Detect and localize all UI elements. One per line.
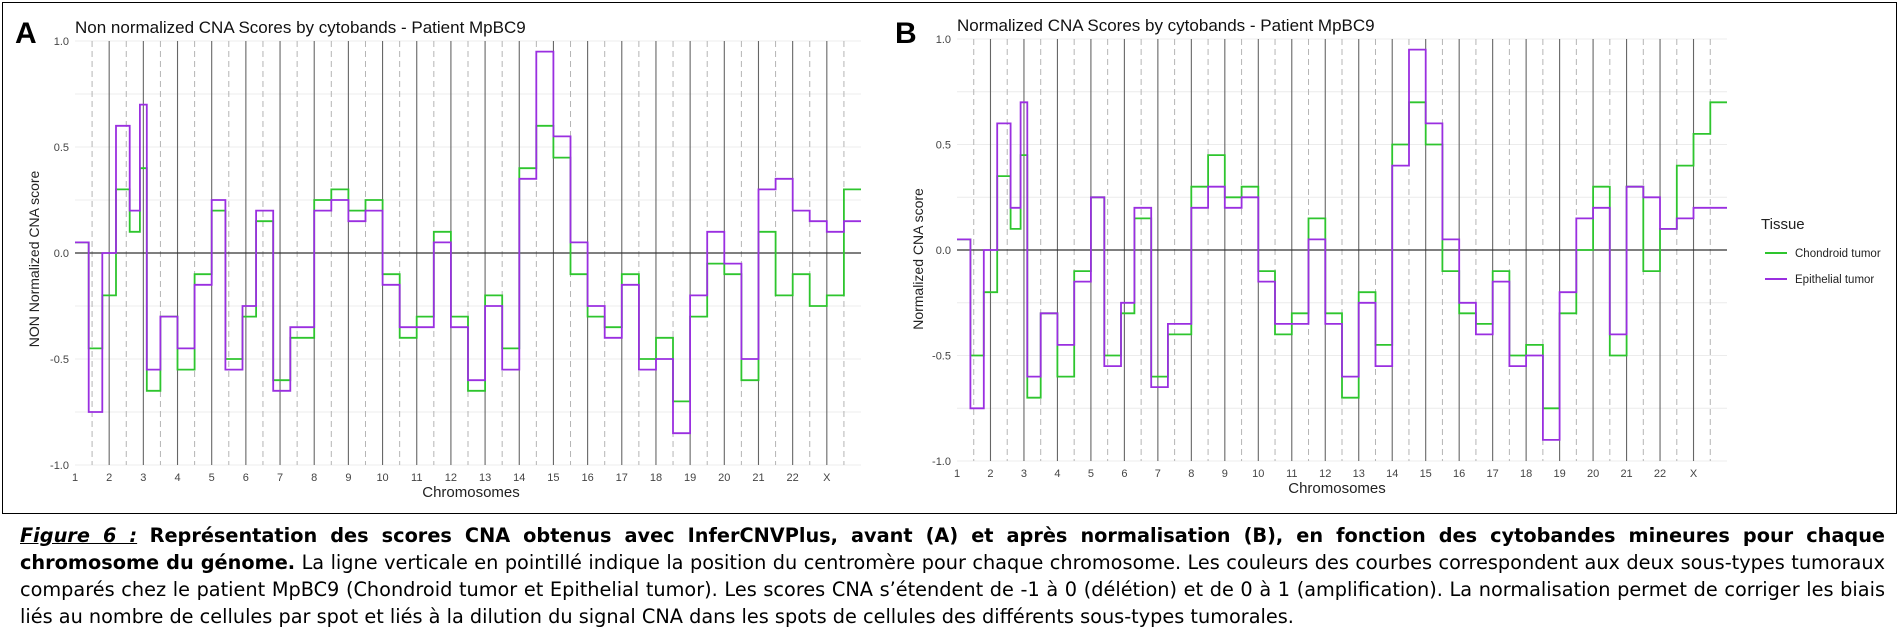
legend-label-epithelial: Epithelial tumor xyxy=(1795,274,1874,286)
x-tick-label: 17 xyxy=(616,472,628,484)
x-tick-label: 22 xyxy=(787,472,799,484)
x-tick-label: 3 xyxy=(140,472,146,484)
x-tick-label: 8 xyxy=(1188,468,1194,480)
series-line-epithelial xyxy=(957,48,1727,441)
x-tick-label: 1 xyxy=(954,468,960,480)
x-tick-label: 5 xyxy=(209,472,215,484)
y-tick-label: 1.0 xyxy=(936,34,951,46)
x-tick-label: 2 xyxy=(106,472,112,484)
x-tick-label: 13 xyxy=(479,472,491,484)
x-tick-label: 19 xyxy=(684,472,696,484)
x-tick-label: 4 xyxy=(174,472,180,484)
x-tick-label: 12 xyxy=(1319,468,1331,480)
x-tick-label: 14 xyxy=(513,472,525,484)
x-tick-label: 7 xyxy=(277,472,283,484)
panel-b-title: Normalized CNA Scores by cytobands - Pat… xyxy=(957,16,1375,35)
x-tick-label: 7 xyxy=(1155,468,1161,480)
plot-area-a: 1.00.50.0-0.5-1.01 2 3 4 5 6 7 8 9 10 11 12 13 14 15 16… xyxy=(50,36,861,484)
x-tick-label: X xyxy=(823,472,831,484)
y-tick-label: 0.0 xyxy=(936,245,951,257)
x-tick-label: 15 xyxy=(547,472,559,484)
caption-body: La ligne verticale en pointillé indique … xyxy=(20,551,1885,628)
figure-svg: A Non normalized CNA Scores by cytobands… xyxy=(15,16,1881,501)
y-tick-label: -1.0 xyxy=(932,456,951,468)
x-tick-label: 3 xyxy=(1021,468,1027,480)
x-tick-label: 18 xyxy=(650,472,662,484)
x-tick-label: 2 xyxy=(987,468,993,480)
x-tick-label: 11 xyxy=(411,472,422,484)
x-tick-label: 22 xyxy=(1654,468,1666,480)
panel-a-ylabel: NON Normalized CNA score xyxy=(26,170,42,347)
x-tick-label: 21 xyxy=(752,472,764,484)
caption-label: Figure 6 : xyxy=(20,524,138,547)
x-tick-label: 19 xyxy=(1553,468,1565,480)
panel-a-title: Non normalized CNA Scores by cytobands -… xyxy=(75,18,526,37)
panel-letter-a: A xyxy=(15,17,37,50)
x-tick-label: 18 xyxy=(1520,468,1532,480)
legend-title: Tissue xyxy=(1761,216,1805,233)
x-tick-label: 6 xyxy=(1121,468,1127,480)
x-tick-label: 4 xyxy=(1054,468,1060,480)
y-tick-label: 0.5 xyxy=(54,142,69,154)
x-tick-label: 20 xyxy=(718,472,730,484)
plot-area-b: 1.00.50.0-0.5-1.01 2 3 4 5 6 7 8 9 10 11 12 13 14 15 16… xyxy=(932,34,1727,480)
x-tick-label: 16 xyxy=(1453,468,1465,480)
caption-title: Représentation des scores CNA obtenus av… xyxy=(20,524,1885,574)
y-tick-label: 0.5 xyxy=(936,140,951,152)
x-tick-label: 10 xyxy=(376,472,388,484)
y-tick-label: -1.0 xyxy=(50,460,69,472)
x-tick-label: 6 xyxy=(243,472,249,484)
x-tick-label: 13 xyxy=(1353,468,1365,480)
legend-label-chondroid: Chondroid tumor xyxy=(1795,248,1881,260)
x-tick-label: 8 xyxy=(311,472,317,484)
x-tick-label: 5 xyxy=(1088,468,1094,480)
figure-caption: Figure 6 : Représentation des scores CNA… xyxy=(20,522,1885,630)
y-tick-label: 0.0 xyxy=(54,248,69,260)
x-tick-label: 9 xyxy=(1222,468,1228,480)
panel-letter-b: B xyxy=(895,17,917,50)
x-tick-label: 1 xyxy=(72,472,78,484)
x-tick-label: 15 xyxy=(1420,468,1432,480)
x-tick-label: 10 xyxy=(1252,468,1264,480)
x-tick-label: 16 xyxy=(581,472,593,484)
figure-frame: A Non normalized CNA Scores by cytobands… xyxy=(2,2,1897,514)
x-tick-label: 17 xyxy=(1487,468,1499,480)
x-tick-label: 21 xyxy=(1620,468,1632,480)
y-tick-label: 1.0 xyxy=(54,36,69,48)
panel-a-xlabel: Chromosomes xyxy=(422,484,520,501)
panel-b-ylabel: Normalized CNA score xyxy=(910,188,926,330)
legend: Tissue Chondroid tumor Epithelial tumor xyxy=(1761,216,1881,286)
x-tick-label: X xyxy=(1690,468,1698,480)
x-tick-label: 20 xyxy=(1587,468,1599,480)
series-line-epithelial xyxy=(75,50,861,435)
panel-b-xlabel: Chromosomes xyxy=(1288,480,1386,497)
y-tick-label: -0.5 xyxy=(50,354,69,366)
x-tick-label: 9 xyxy=(345,472,351,484)
x-tick-label: 11 xyxy=(1286,468,1297,480)
x-tick-label: 14 xyxy=(1386,468,1398,480)
y-tick-label: -0.5 xyxy=(932,351,951,363)
x-tick-label: 12 xyxy=(445,472,457,484)
